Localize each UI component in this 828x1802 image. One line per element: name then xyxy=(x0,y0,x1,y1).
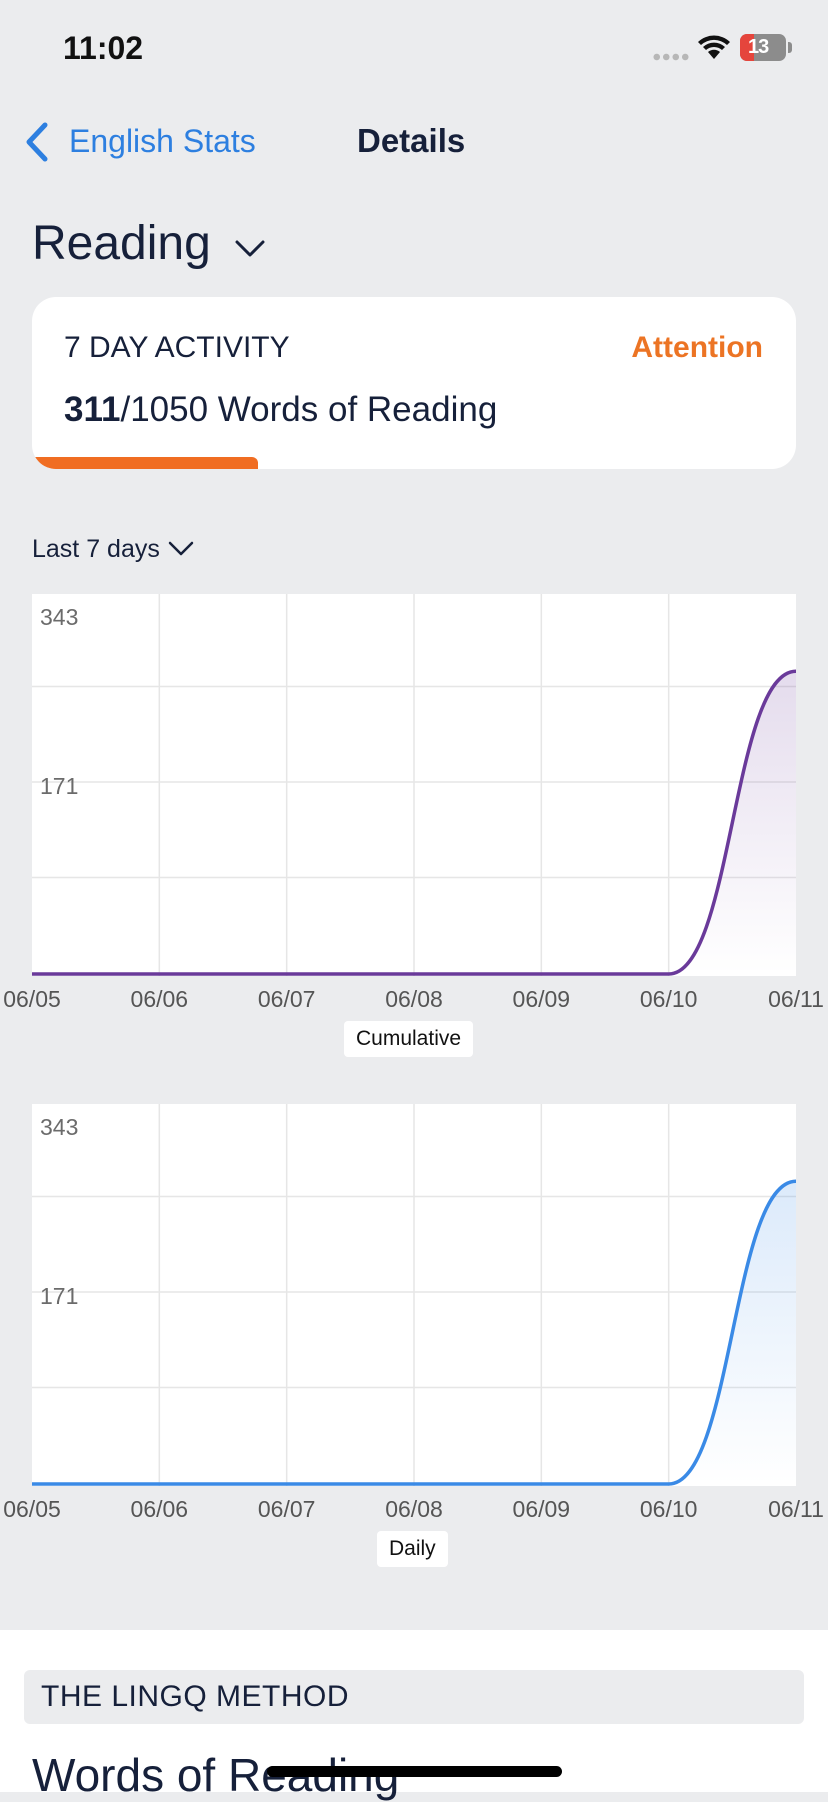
home-indicator[interactable] xyxy=(267,1766,562,1777)
page-title: Details xyxy=(357,122,465,160)
y-tick-label: 171 xyxy=(40,773,78,799)
activity-label: 7 DAY ACTIVITY xyxy=(64,331,290,365)
x-tick-label: 06/05 xyxy=(3,986,61,1012)
battery-cap xyxy=(788,42,792,53)
wifi-icon xyxy=(697,34,731,60)
x-tick-label: 06/09 xyxy=(513,986,571,1012)
back-button[interactable]: English Stats xyxy=(69,123,256,160)
x-tick-label: 06/09 xyxy=(513,1496,571,1522)
y-tick-label: 171 xyxy=(40,1283,78,1309)
activity-card: 7 DAY ACTIVITY Attention 311/1050 Words … xyxy=(32,297,796,469)
progress-bar xyxy=(32,457,796,469)
chevron-down-icon[interactable] xyxy=(235,240,265,258)
x-tick-label: 06/05 xyxy=(3,1496,61,1522)
chart-legend-daily: Daily xyxy=(377,1531,448,1567)
x-tick-label: 06/07 xyxy=(258,986,316,1012)
x-tick-label: 06/10 xyxy=(640,1496,698,1522)
method-header-label: THE LINGQ METHOD xyxy=(41,1680,349,1714)
x-tick-label: 06/08 xyxy=(385,1496,443,1522)
x-tick-label: 06/08 xyxy=(385,986,443,1012)
cellular-signal-icon xyxy=(652,53,690,61)
battery-icon: 13 xyxy=(740,34,786,61)
y-tick-label: 343 xyxy=(40,604,78,630)
skill-selector[interactable]: Reading xyxy=(32,216,211,271)
status-badge: Attention xyxy=(631,331,763,365)
battery-level: 13 xyxy=(748,36,768,59)
method-header: THE LINGQ METHOD xyxy=(24,1670,804,1724)
x-tick-label: 06/06 xyxy=(131,986,189,1012)
x-tick-label: 06/10 xyxy=(640,986,698,1012)
progress-current: 311 xyxy=(64,390,120,429)
y-tick-label: 343 xyxy=(40,1114,78,1140)
chevron-down-icon[interactable] xyxy=(168,541,194,557)
back-chevron-icon[interactable] xyxy=(24,122,50,162)
x-tick-label: 06/11 xyxy=(768,1496,824,1522)
date-range-selector[interactable]: Last 7 days xyxy=(32,535,160,564)
x-tick-label: 06/06 xyxy=(131,1496,189,1522)
progress-bar-fill xyxy=(32,457,258,469)
progress-goal: /1050 Words of Reading xyxy=(120,390,497,429)
x-tick-label: 06/11 xyxy=(768,986,824,1012)
chart-legend-cumulative: Cumulative xyxy=(344,1021,473,1057)
progress-text: 311/1050 Words of Reading xyxy=(64,390,497,430)
x-tick-label: 06/07 xyxy=(258,1496,316,1522)
status-time: 11:02 xyxy=(63,30,143,67)
